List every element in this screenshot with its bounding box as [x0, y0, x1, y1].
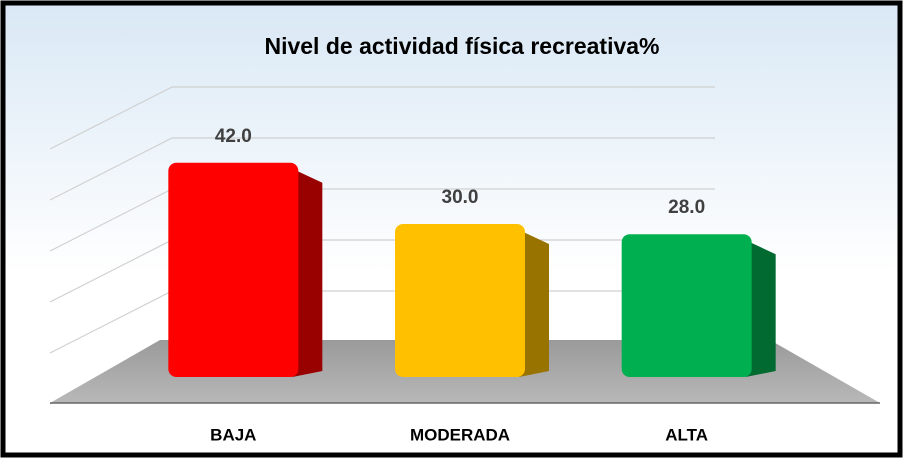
grid-line	[49, 137, 715, 201]
bar	[168, 162, 299, 377]
bar-side	[292, 168, 323, 377]
grid-line	[49, 86, 715, 150]
bar	[621, 234, 752, 377]
x-tick-label: MODERADA	[410, 425, 510, 444]
bar-side	[519, 230, 549, 377]
bar-side	[745, 240, 776, 377]
x-tick-label: BAJA	[210, 425, 256, 444]
bar	[395, 224, 525, 377]
x-tick-label: ALTA	[665, 425, 708, 444]
chart-title: Nivel de actividad física recreativa%	[264, 33, 659, 59]
value-label: 42.0	[215, 126, 252, 147]
value-label: 28.0	[668, 197, 705, 218]
value-label: 30.0	[442, 187, 479, 208]
